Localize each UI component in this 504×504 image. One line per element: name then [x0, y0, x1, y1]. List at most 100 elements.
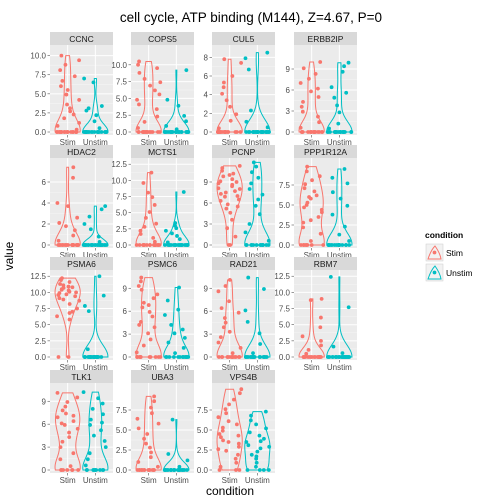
facet-strip-label: CCNC [69, 34, 94, 44]
stim-point [302, 205, 306, 210]
stim-point [58, 457, 63, 462]
stim-point [223, 190, 228, 195]
facet-cops5: COPS5 0.0 2.5 5.0 7.5 10.0 Stim Unstim [111, 32, 194, 147]
unstim-point [250, 170, 254, 175]
unstim-point [329, 85, 334, 90]
y-tick-label: 0 [204, 128, 209, 137]
unstim-point [266, 238, 271, 243]
stim-point [137, 70, 142, 75]
unstim-point [247, 222, 252, 226]
stim-point [143, 215, 148, 220]
facet-erbb2ip: ERBB2IP 0 3 6 9 Stim Unstim [286, 32, 357, 147]
unstim-point [85, 457, 90, 462]
stim-point [68, 106, 72, 111]
stim-violin [54, 277, 81, 358]
stim-point [218, 130, 223, 134]
unstim-point [180, 327, 185, 332]
stim-point [136, 284, 141, 288]
facet-strip-label: CUL5 [233, 34, 255, 44]
x-tick-label: Stim [141, 138, 157, 147]
stim-point [238, 130, 243, 134]
stim-point [309, 130, 314, 134]
stim-point [310, 178, 314, 183]
unstim-point [82, 222, 87, 226]
facet-strip-label: PSMA6 [67, 259, 96, 269]
stim-point [237, 164, 242, 168]
stim-point [220, 166, 225, 170]
unstim-point [100, 401, 105, 406]
y-tick-label: 9 [42, 397, 47, 406]
panel-background [131, 383, 194, 473]
stim-point [148, 455, 153, 460]
facet-rad21: RAD21 0 3 6 9 Stim Unstim [204, 257, 275, 372]
unstim-point [186, 130, 191, 134]
stim-point [234, 468, 238, 472]
stim-point [152, 394, 157, 399]
facet-strip-label: VPS4B [230, 372, 258, 382]
stim-point [149, 170, 154, 175]
y-tick-label: 8 [204, 53, 209, 62]
stim-point [225, 202, 230, 207]
x-tick-label: Unstim [327, 138, 352, 147]
stim-point [220, 168, 225, 173]
unstim-point [168, 130, 173, 134]
unstim-point [246, 443, 251, 448]
facet-strip [294, 32, 357, 45]
stim-point [218, 464, 223, 469]
facet-strip-label: PPP1R12A [304, 147, 347, 157]
legend-entry-unstim: Unstim [425, 263, 472, 282]
unstim-point [99, 130, 104, 134]
stim-point [71, 165, 76, 170]
stim-point [319, 343, 323, 348]
stim-point [75, 243, 80, 247]
stim-violin [216, 165, 243, 246]
stim-point [71, 451, 76, 456]
unstim-point [335, 103, 339, 108]
y-tick-label: 2.5 [116, 225, 128, 234]
facet-mcts1: MCTS1 0.0 2.5 5.0 7.5 10.0 12.5 Stim Unstim [111, 145, 194, 260]
stim-point [74, 127, 79, 132]
stim-point [57, 130, 62, 134]
unstim-point [266, 468, 271, 472]
stim-point [156, 243, 161, 247]
stim-point [59, 287, 64, 292]
unstim-point [97, 239, 102, 244]
unstim-point [247, 430, 252, 435]
unstim-point [181, 345, 186, 350]
unstim-point [336, 121, 341, 126]
x-tick-label: Stim [222, 363, 238, 372]
x-tick-label: Unstim [164, 251, 189, 260]
facet-strip-label: ERBB2IP [308, 34, 344, 44]
unstim-point [176, 103, 181, 108]
unstim-point [342, 167, 347, 171]
unstim-point [101, 412, 105, 417]
stim-point [236, 197, 241, 202]
unstim-point [97, 126, 102, 131]
stim-point [302, 186, 307, 191]
unstim-point [173, 351, 177, 356]
stim-point [71, 233, 76, 238]
stim-point [301, 355, 306, 359]
facet-strip-label: COPS5 [148, 34, 177, 44]
facet-strip [131, 145, 194, 158]
x-tick-label: Unstim [245, 138, 270, 147]
stim-point [63, 404, 68, 409]
unstim-point [181, 190, 186, 194]
stim-point [55, 123, 60, 128]
stim-point [316, 86, 320, 91]
stim-point [225, 226, 230, 231]
y-tick-label: 9 [286, 65, 291, 74]
unstim-point [96, 130, 100, 134]
stim-point [59, 421, 64, 426]
y-tick-label: 0 [123, 353, 128, 362]
unstim-point [260, 243, 265, 247]
stim-point [158, 355, 163, 359]
unstim-point [243, 56, 248, 61]
stim-point [136, 130, 141, 134]
unstim-violin [82, 391, 109, 471]
stim-point [137, 243, 142, 247]
stim-point [60, 408, 65, 413]
stim-point [151, 235, 156, 240]
unstim-point [330, 190, 335, 195]
stim-point [309, 89, 313, 94]
